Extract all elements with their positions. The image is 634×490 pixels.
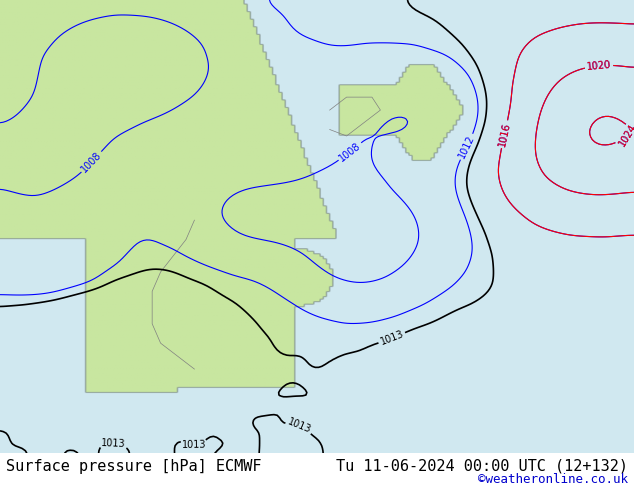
Text: 1013: 1013 [286,416,313,435]
Text: 1016: 1016 [497,121,512,147]
Text: Surface pressure [hPa] ECMWF: Surface pressure [hPa] ECMWF [6,459,262,474]
Text: Tu 11-06-2024 00:00 UTC (12+132): Tu 11-06-2024 00:00 UTC (12+132) [335,459,628,474]
Text: 1020: 1020 [586,60,612,72]
Text: 1012: 1012 [457,134,477,160]
Text: 1016: 1016 [497,121,512,147]
Text: 1013: 1013 [101,438,126,449]
Text: 1008: 1008 [79,150,104,174]
Text: 1024: 1024 [617,122,634,148]
Text: ©weatheronline.co.uk: ©weatheronline.co.uk [477,473,628,486]
Text: 1008: 1008 [337,141,363,163]
Text: 1024: 1024 [617,122,634,148]
Text: 1020: 1020 [586,60,612,72]
Text: 1013: 1013 [182,440,207,450]
Text: 1013: 1013 [378,329,405,347]
